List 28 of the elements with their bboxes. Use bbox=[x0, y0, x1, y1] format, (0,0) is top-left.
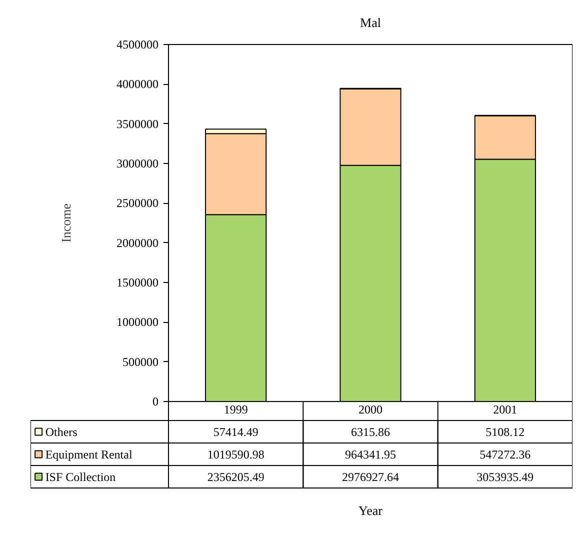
y-tick-label: 1000000 bbox=[116, 315, 158, 330]
data-label: 6315.86 bbox=[351, 424, 390, 439]
y-tick-label: 4500000 bbox=[116, 38, 158, 52]
y-tick-label: 2500000 bbox=[116, 196, 158, 210]
x-tick-label: 2001 bbox=[493, 402, 518, 416]
data-label: 1019590.98 bbox=[207, 447, 264, 462]
data-label: 547272.36 bbox=[480, 447, 531, 462]
y-tick-label: 3000000 bbox=[116, 156, 158, 170]
y-axis-title: Income bbox=[58, 203, 74, 242]
data-label: 5108.12 bbox=[486, 424, 525, 439]
y-tick-label: 2000000 bbox=[116, 236, 158, 250]
legend-label: ISF Collection bbox=[45, 470, 116, 484]
data-label: 2976927.64 bbox=[342, 470, 399, 484]
chart-title: Mal bbox=[360, 15, 382, 30]
data-label: 2356205.49 bbox=[207, 470, 264, 484]
y-tick-label: 1500000 bbox=[116, 276, 158, 290]
y-tick-label: 4000000 bbox=[116, 77, 158, 92]
legend-label: Others bbox=[45, 424, 78, 439]
y-tick-label: 500000 bbox=[122, 354, 158, 369]
x-tick-label: 1999 bbox=[224, 402, 248, 416]
y-tick-label: 3500000 bbox=[116, 116, 158, 131]
data-label: 964341.95 bbox=[345, 447, 396, 462]
data-label: 57414.49 bbox=[213, 424, 258, 439]
x-tick-label: 2000 bbox=[358, 402, 382, 416]
data-label: 3053935.49 bbox=[476, 470, 534, 484]
y-tick-label: 0 bbox=[152, 394, 158, 408]
text: Year bbox=[358, 503, 384, 518]
legend-label: Equipment Rental bbox=[45, 447, 133, 462]
